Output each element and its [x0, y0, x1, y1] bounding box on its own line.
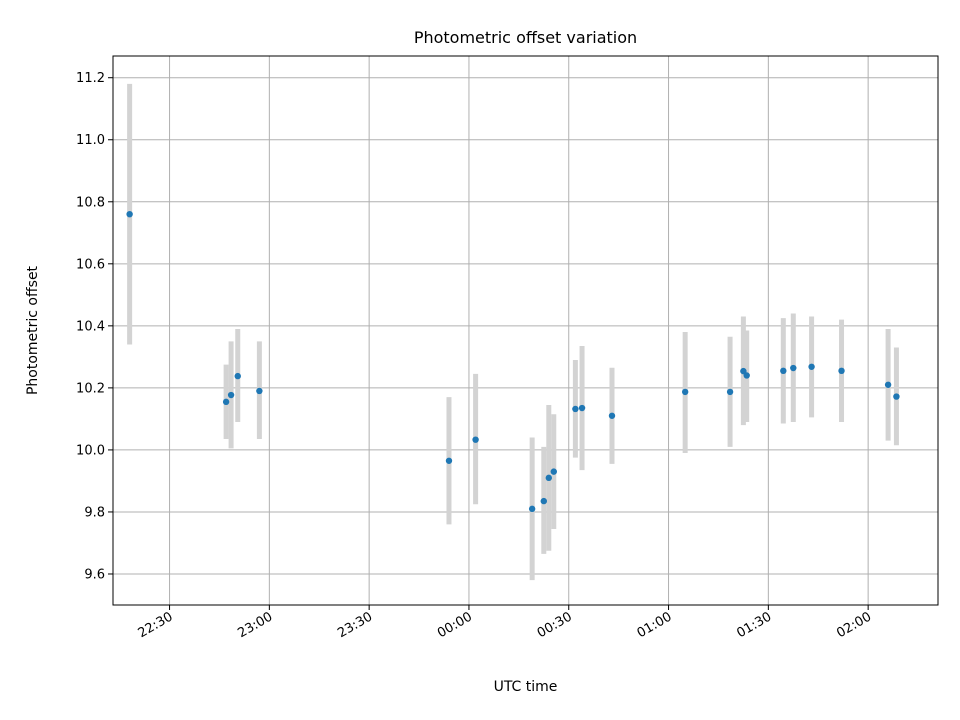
y-tick-label: 11.2: [76, 71, 105, 86]
data-point: [528, 505, 536, 513]
y-tick-label: 10.6: [76, 257, 105, 272]
data-point: [445, 457, 453, 464]
x-axis-label: UTC time: [494, 679, 558, 695]
data-point: [550, 468, 557, 475]
data-point: [227, 391, 235, 399]
data-point: [790, 364, 797, 372]
data-point: [545, 474, 552, 482]
y-tick-label: 10.2: [76, 381, 105, 396]
y-tick-label: 9.8: [84, 505, 105, 520]
data-point: [838, 367, 845, 375]
data-points: [126, 210, 900, 513]
data-point: [256, 387, 263, 395]
data-point: [578, 404, 586, 412]
data-point: [472, 436, 479, 443]
data-point: [222, 398, 230, 406]
data-point: [726, 388, 734, 396]
data-point: [808, 363, 815, 370]
data-point: [540, 497, 547, 505]
y-tick-label: 10.4: [76, 319, 105, 334]
data-point: [740, 367, 747, 375]
plot-frame: [112, 55, 939, 606]
y-tick-label: 10.8: [76, 195, 105, 210]
y-tick-label: 9.6: [84, 567, 105, 582]
data-point: [126, 210, 133, 218]
data-point: [681, 388, 689, 396]
data-point: [884, 381, 892, 388]
grid: [113, 56, 938, 605]
data-point: [572, 405, 579, 413]
y-axis-label: Photometric offset: [25, 265, 41, 395]
data-point: [893, 393, 900, 400]
data-point: [743, 372, 750, 379]
data-point: [608, 412, 616, 419]
chart-title: Photometric offset variation: [414, 28, 637, 47]
data-point: [234, 372, 241, 380]
y-tick-label: 10.0: [76, 443, 105, 458]
data-point: [780, 367, 787, 375]
y-tick-label: 11.0: [76, 133, 105, 148]
